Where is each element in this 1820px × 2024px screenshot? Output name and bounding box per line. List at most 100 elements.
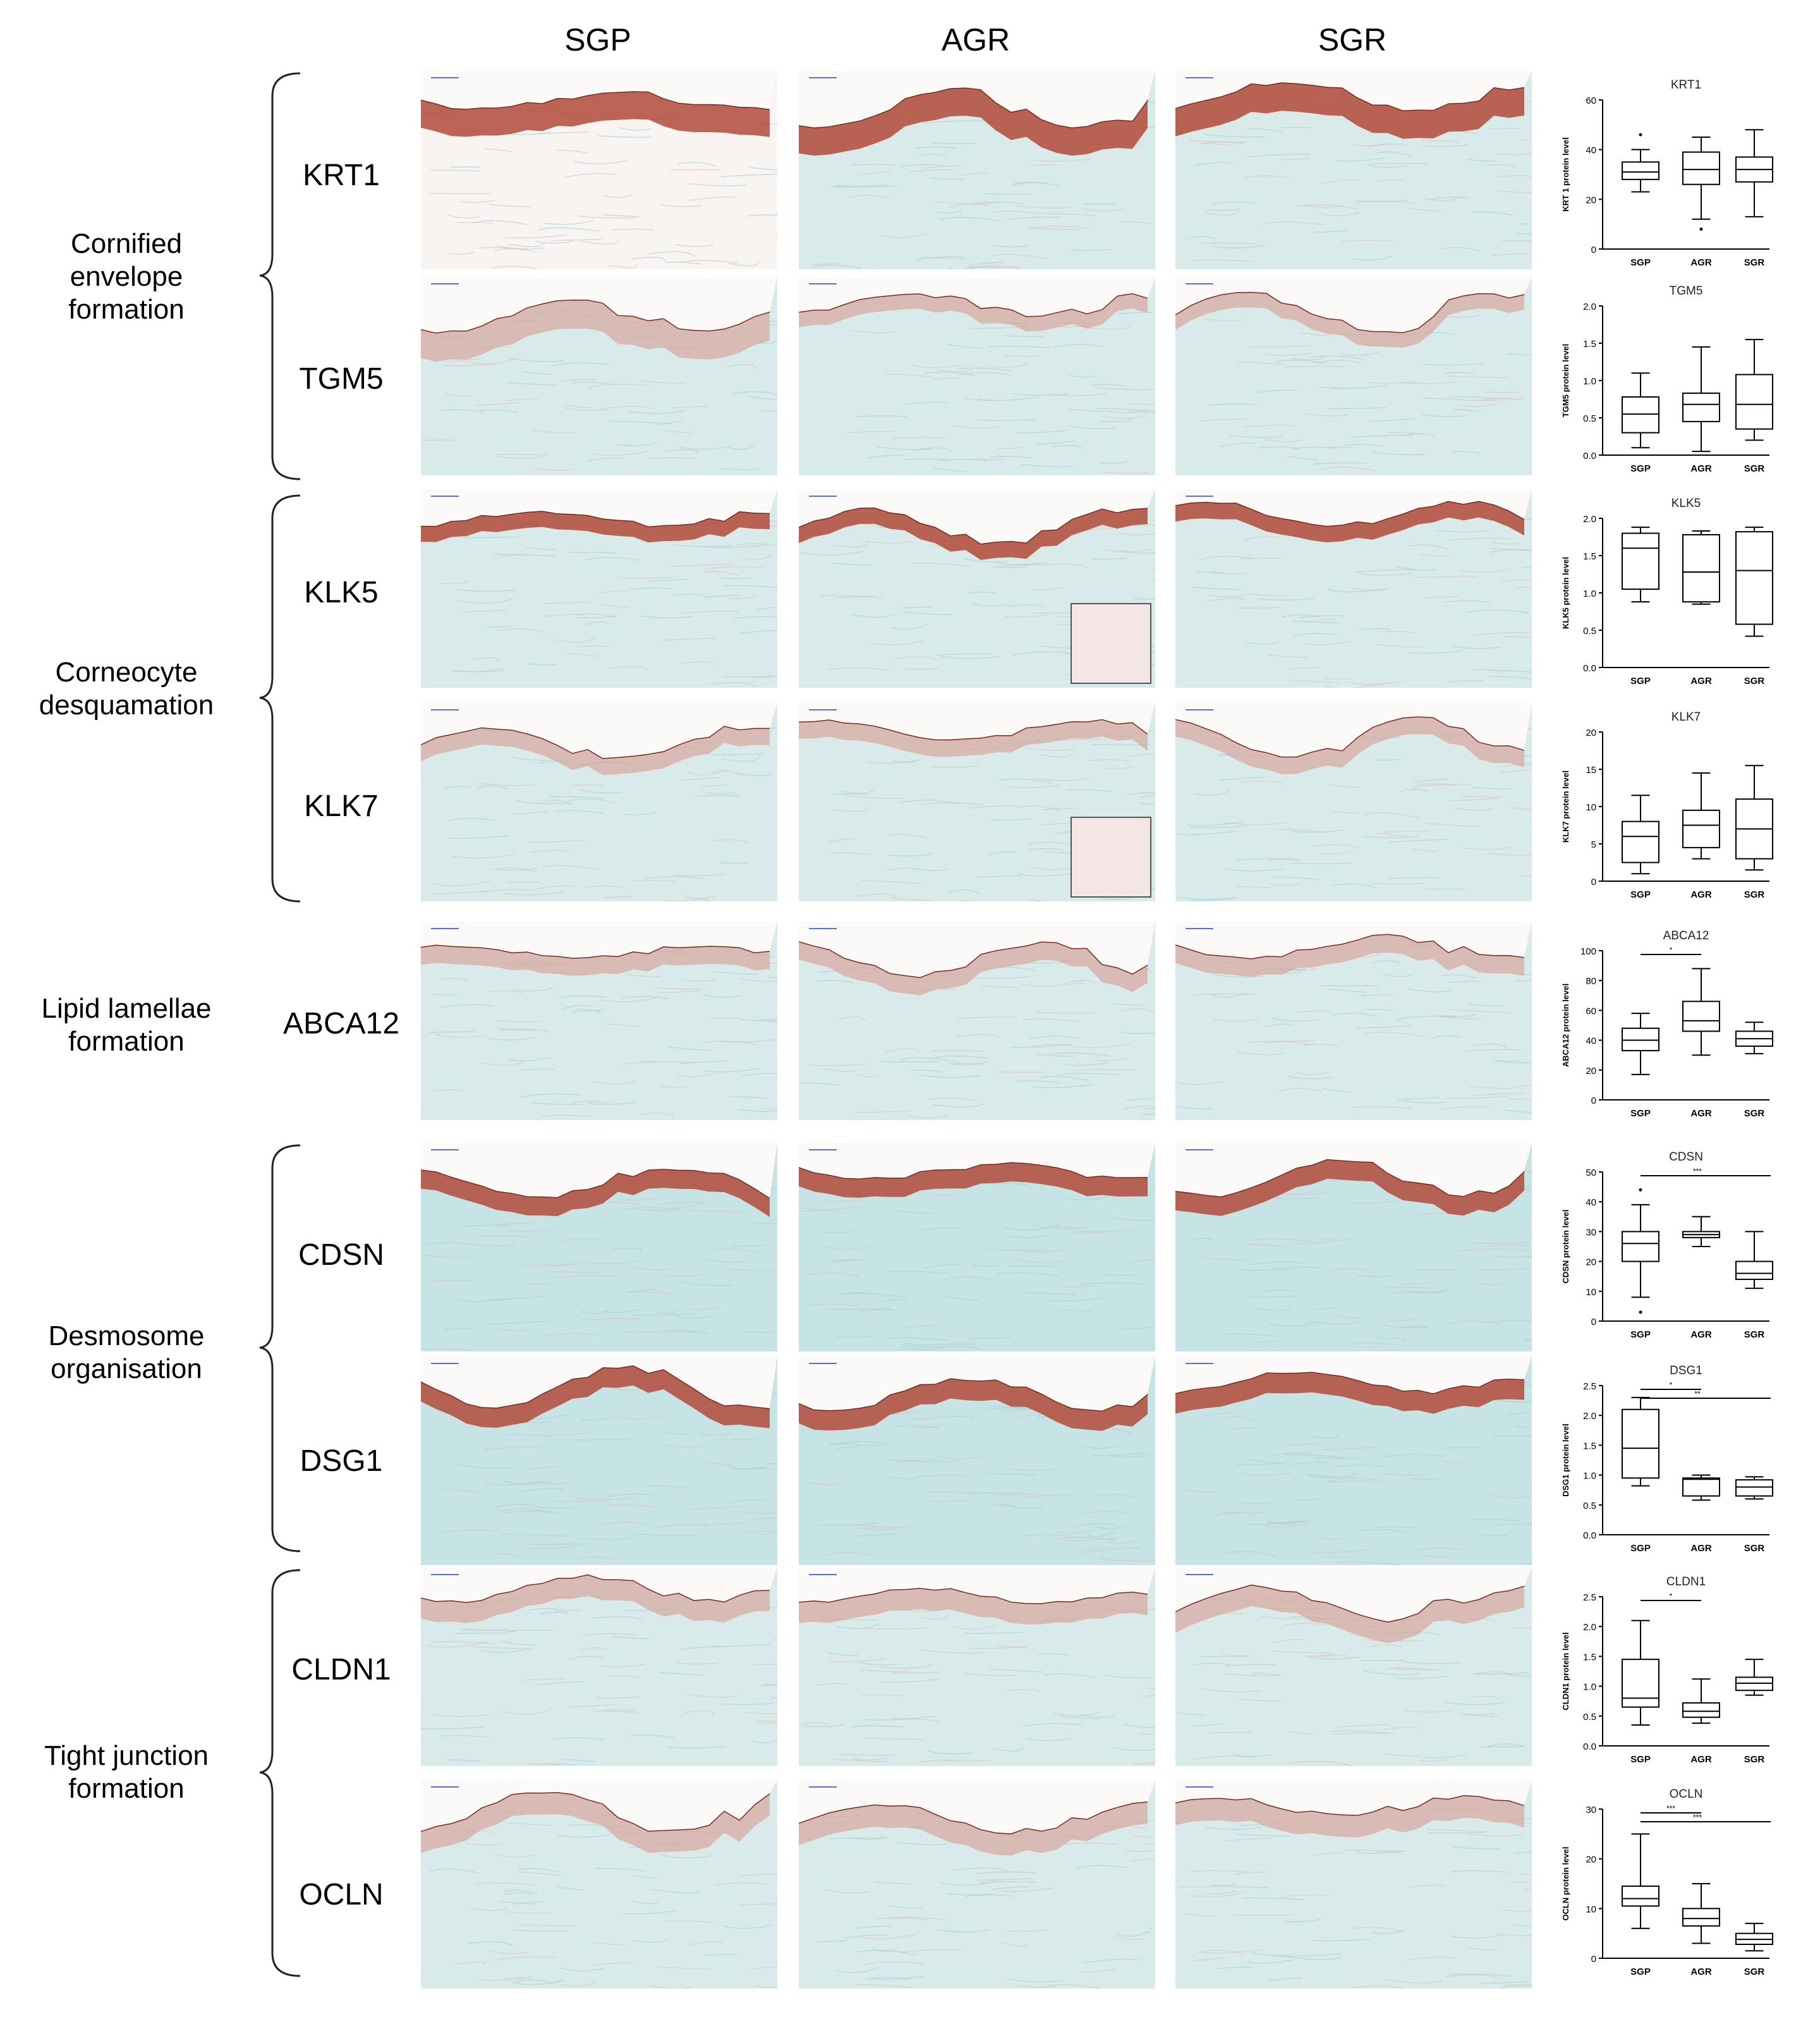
y-tick-label: 0.0 [1583,663,1596,674]
x-tick-label: SGP [1630,463,1651,474]
scale-bar [1186,1574,1213,1578]
marker-label-abca12: ABCA12 [282,1007,400,1040]
scale-bar [1186,77,1213,81]
marker-label-cldn1: CLDN1 [291,1653,391,1686]
x-tick-label: SGR [1744,1966,1765,1977]
y-tick-label: 60 [1586,95,1596,106]
y-tick-label: 2.0 [1583,1411,1596,1422]
x-tick-label: SGP [1630,1108,1651,1119]
box [1622,532,1659,590]
y-tick-label: 20 [1586,1066,1596,1076]
y-axis-label: TGM5 protein level [1561,344,1570,417]
micrograph-abca12-sgr [1175,922,1532,1120]
y-tick-label: 100 [1580,946,1596,957]
significance-label: * [1670,1592,1673,1600]
x-tick-label: SGP [1630,1543,1651,1554]
y-tick-label: 10 [1586,802,1596,813]
boxplot-tgm5: TGM5 0.0 0.5 1.0 1.5 2.0 TGM5 protein level SGP… [1561,284,1773,474]
y-axis-label: CLDN1 protein level [1561,1632,1570,1710]
y-axis-label: DSG1 protein level [1561,1424,1570,1497]
micrograph-klk5-sgr [1175,489,1532,688]
brace-desquamation [259,494,301,903]
scale-bar [809,1363,837,1367]
scale-bar [1186,1149,1213,1153]
scale-bar [809,1574,837,1578]
scale-bar [431,283,459,287]
significance-label: ** [1694,1389,1701,1398]
x-tick-label: SGP [1630,1754,1651,1765]
plot-title: TGM5 [1670,284,1703,298]
plot-title: KRT1 [1671,78,1701,92]
boxplot-krt1: KRT1 0 20 40 60 KRT 1 protein level SGP AGR SGR [1561,78,1773,268]
y-tick-label: 2.5 [1583,1592,1596,1603]
box [1682,1702,1720,1718]
box [1622,1408,1659,1479]
y-tick-label: 2.0 [1583,302,1596,312]
y-tick-label: 0 [1591,245,1596,255]
marker-label-klk5: KLK5 [304,576,379,609]
box [1735,531,1773,625]
y-tick-label: 50 [1586,1167,1596,1178]
y-tick-label: 40 [1586,1197,1596,1208]
y-axis-label: KRT 1 protein level [1561,137,1570,212]
y-tick-label: 10 [1586,1904,1596,1915]
y-tick-label: 20 [1586,1855,1596,1865]
plot-title: KLK7 [1671,710,1701,724]
plot-title: CLDN1 [1666,1575,1706,1588]
micrograph-klk5-agr [799,489,1155,688]
marker-label-tgm5: TGM5 [299,362,384,396]
micrograph-cldn1-sgr [1175,1568,1532,1766]
box [1622,1027,1659,1052]
micrograph-dsg1-agr [799,1356,1155,1565]
box [1682,151,1720,185]
scale-bar [1186,709,1213,713]
plot-title: ABCA12 [1663,929,1709,942]
outlier-point [1639,1188,1642,1192]
marker-label-ocln: OCLN [299,1878,384,1911]
x-tick-label: SGR [1744,463,1765,474]
y-tick-label: 5 [1591,839,1596,850]
outlier-point [1639,1310,1642,1314]
micrograph-klk7-agr [799,703,1155,901]
micrograph-ocln-sgr [1175,1780,1532,1989]
micrograph-tgm5-sgr [1175,277,1532,475]
scale-bar [431,928,459,932]
box [1682,1001,1720,1032]
box [1682,1908,1720,1927]
group-label-desquamation: Corneocyte desquamation [39,657,214,721]
inset-magnified [1071,603,1151,684]
y-tick-label: 30 [1586,1227,1596,1238]
column-header-sgp: SGP [564,22,631,58]
x-tick-label: AGR [1690,1108,1712,1119]
micrograph-dsg1-sgr [1175,1356,1532,1565]
scale-bar [809,709,837,713]
micrograph-abca12-sgp [421,922,777,1120]
marker-label-klk7: KLK7 [304,789,379,823]
x-tick-label: AGR [1690,463,1712,474]
micrograph-cldn1-agr [799,1568,1155,1766]
group-label-tight-junction: Tight junction formation [44,1740,209,1804]
y-tick-label: 1.5 [1583,339,1596,350]
y-axis-label: ABCA12 protein level [1561,984,1570,1067]
scale-bar [1186,1786,1213,1790]
y-tick-label: 1.0 [1583,1471,1596,1482]
y-tick-label: 0 [1591,877,1596,887]
y-tick-label: 1.0 [1583,376,1596,387]
brace-tight-junction [259,1569,301,1977]
y-tick-label: 15 [1586,765,1596,776]
micrograph-klk5-sgp [421,489,777,688]
scale-bar [431,709,459,713]
y-tick-label: 0 [1591,1095,1596,1106]
y-tick-label: 1.0 [1583,588,1596,599]
y-tick-label: 40 [1586,1036,1596,1047]
scale-bar [1186,283,1213,287]
y-tick-label: 0 [1591,1954,1596,1965]
box [1735,1260,1773,1280]
x-tick-label: AGR [1690,889,1712,900]
boxplot-cdsn: CDSN 0 10 20 30 40 50 CDSN protein level SGP AGR S… [1561,1150,1773,1340]
significance-label: *** [1666,1804,1675,1813]
group-label-cornified: Cornified envelope formation [68,228,185,325]
significance-label: *** [1693,1813,1702,1822]
y-tick-label: 0.0 [1583,451,1596,461]
box [1622,1231,1659,1262]
